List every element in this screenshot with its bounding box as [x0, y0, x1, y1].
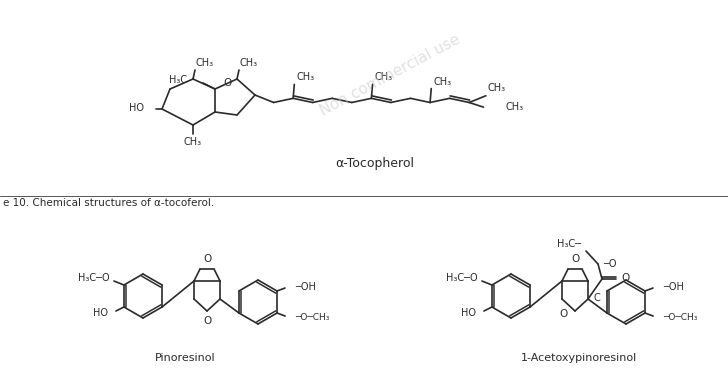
Text: ─OH: ─OH	[663, 282, 684, 292]
Text: HO: HO	[461, 308, 476, 318]
Text: CH₃: CH₃	[505, 102, 523, 112]
Text: HO: HO	[93, 308, 108, 318]
Text: e 10. Chemical structures of α-tocoferol.: e 10. Chemical structures of α-tocoferol…	[3, 198, 214, 208]
Text: HO: HO	[129, 103, 144, 113]
Text: 1-Acetoxypinoresinol: 1-Acetoxypinoresinol	[521, 353, 637, 363]
Text: CH₃: CH₃	[433, 76, 451, 87]
Text: H₃C─: H₃C─	[557, 239, 581, 249]
Text: ─O─CH₃: ─O─CH₃	[663, 312, 697, 321]
Text: O: O	[560, 309, 568, 319]
Text: CH₃: CH₃	[296, 73, 314, 82]
Text: O: O	[203, 316, 211, 326]
Text: H₃C: H₃C	[169, 75, 187, 85]
Text: O: O	[223, 78, 231, 88]
Text: α-Tocopherol: α-Tocopherol	[336, 156, 414, 169]
Text: O: O	[203, 254, 211, 264]
Text: ─O─CH₃: ─O─CH₃	[295, 312, 330, 321]
Text: CH₃: CH₃	[375, 73, 392, 82]
Text: CH₃: CH₃	[184, 137, 202, 147]
Text: CH₃: CH₃	[240, 58, 258, 68]
Text: ─O: ─O	[603, 259, 617, 269]
Text: ─OH: ─OH	[295, 282, 316, 292]
Text: CH₃: CH₃	[488, 83, 506, 93]
Text: CH₃: CH₃	[196, 58, 214, 68]
Text: H₃C─O: H₃C─O	[79, 273, 110, 283]
Text: O: O	[621, 273, 629, 283]
Text: Pinoresinol: Pinoresinol	[154, 353, 215, 363]
Text: C: C	[593, 293, 600, 303]
Text: O: O	[571, 254, 579, 264]
Text: Non commercial use: Non commercial use	[317, 32, 463, 118]
Text: H₃C─O: H₃C─O	[446, 273, 478, 283]
